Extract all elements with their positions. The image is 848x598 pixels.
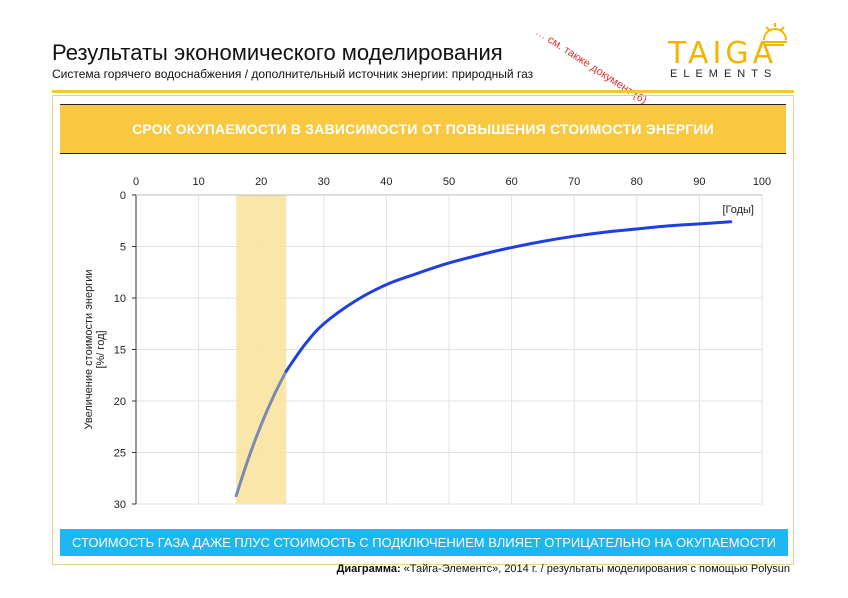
x-tick-label: 0: [133, 176, 139, 188]
company-logo: TAIGA ELEMENTS: [668, 20, 794, 84]
source-footer: Диаграмма: «Тайга-Элементс», 2014 г. / р…: [337, 563, 790, 575]
x-tick-label: 100: [753, 176, 771, 188]
y-axis-label-unit: [%/ год]: [95, 330, 107, 368]
banner-top-rule: [60, 104, 786, 105]
x-tick-label: 80: [631, 176, 643, 188]
chart-title-banner-text: СРОК ОКУПАЕМОСТИ В ЗАВИСИМОСТИ ОТ ПОВЫШЕ…: [132, 121, 714, 137]
x-tick-label: 50: [443, 176, 455, 188]
banner-bottom-rule: [60, 153, 786, 154]
chart-title-banner: СРОК ОКУПАЕМОСТИ В ЗАВИСИМОСТИ ОТ ПОВЫШЕ…: [60, 104, 786, 154]
y-tick-label: 5: [120, 242, 126, 254]
content-frame: [52, 95, 794, 565]
x-tick-label: 30: [318, 176, 330, 188]
y-tick-label: 30: [114, 499, 126, 511]
conclusion-banner: СТОИМОСТЬ ГАЗА ДАЖЕ ПЛУС СТОИМОСТЬ С ПОД…: [60, 529, 788, 556]
y-axis-label: Увеличение стоимости энергии: [83, 270, 95, 430]
series-line: [284, 220, 733, 373]
footer-label: Диаграмма:: [336, 563, 401, 575]
conclusion-banner-text: СТОИМОСТЬ ГАЗА ДАЖЕ ПЛУС СТОИМОСТЬ С ПОД…: [72, 535, 776, 550]
x-tick-label: 10: [192, 176, 204, 188]
logo-sub-text: ELEMENTS: [670, 68, 778, 80]
page-title: Результаты экономического моделирования: [52, 40, 503, 65]
footer-text: «Тайга-Элементс», 2014 г. / результаты м…: [400, 563, 790, 575]
x-tick-label: 20: [255, 176, 267, 188]
header-divider: [52, 90, 794, 93]
series-line-highlighted: [234, 369, 288, 498]
highlight-band: [236, 195, 287, 504]
x-tick-label: 90: [693, 176, 705, 188]
x-tick-label: 70: [568, 176, 580, 188]
x-tick-label: 40: [380, 176, 392, 188]
y-tick-label: 15: [114, 345, 126, 357]
y-tick-label: 20: [114, 396, 126, 408]
x-tick-label: 60: [505, 176, 517, 188]
y-tick-label: 0: [120, 190, 126, 202]
page-subtitle: Система горячего водоснабжения / дополни…: [52, 67, 534, 81]
y-tick-label: 25: [114, 448, 126, 460]
x-axis-label: [Годы]: [722, 204, 754, 216]
logo-main-text: TAIGA: [668, 36, 778, 71]
sun-icon: [763, 23, 787, 46]
y-tick-label: 10: [114, 293, 126, 305]
